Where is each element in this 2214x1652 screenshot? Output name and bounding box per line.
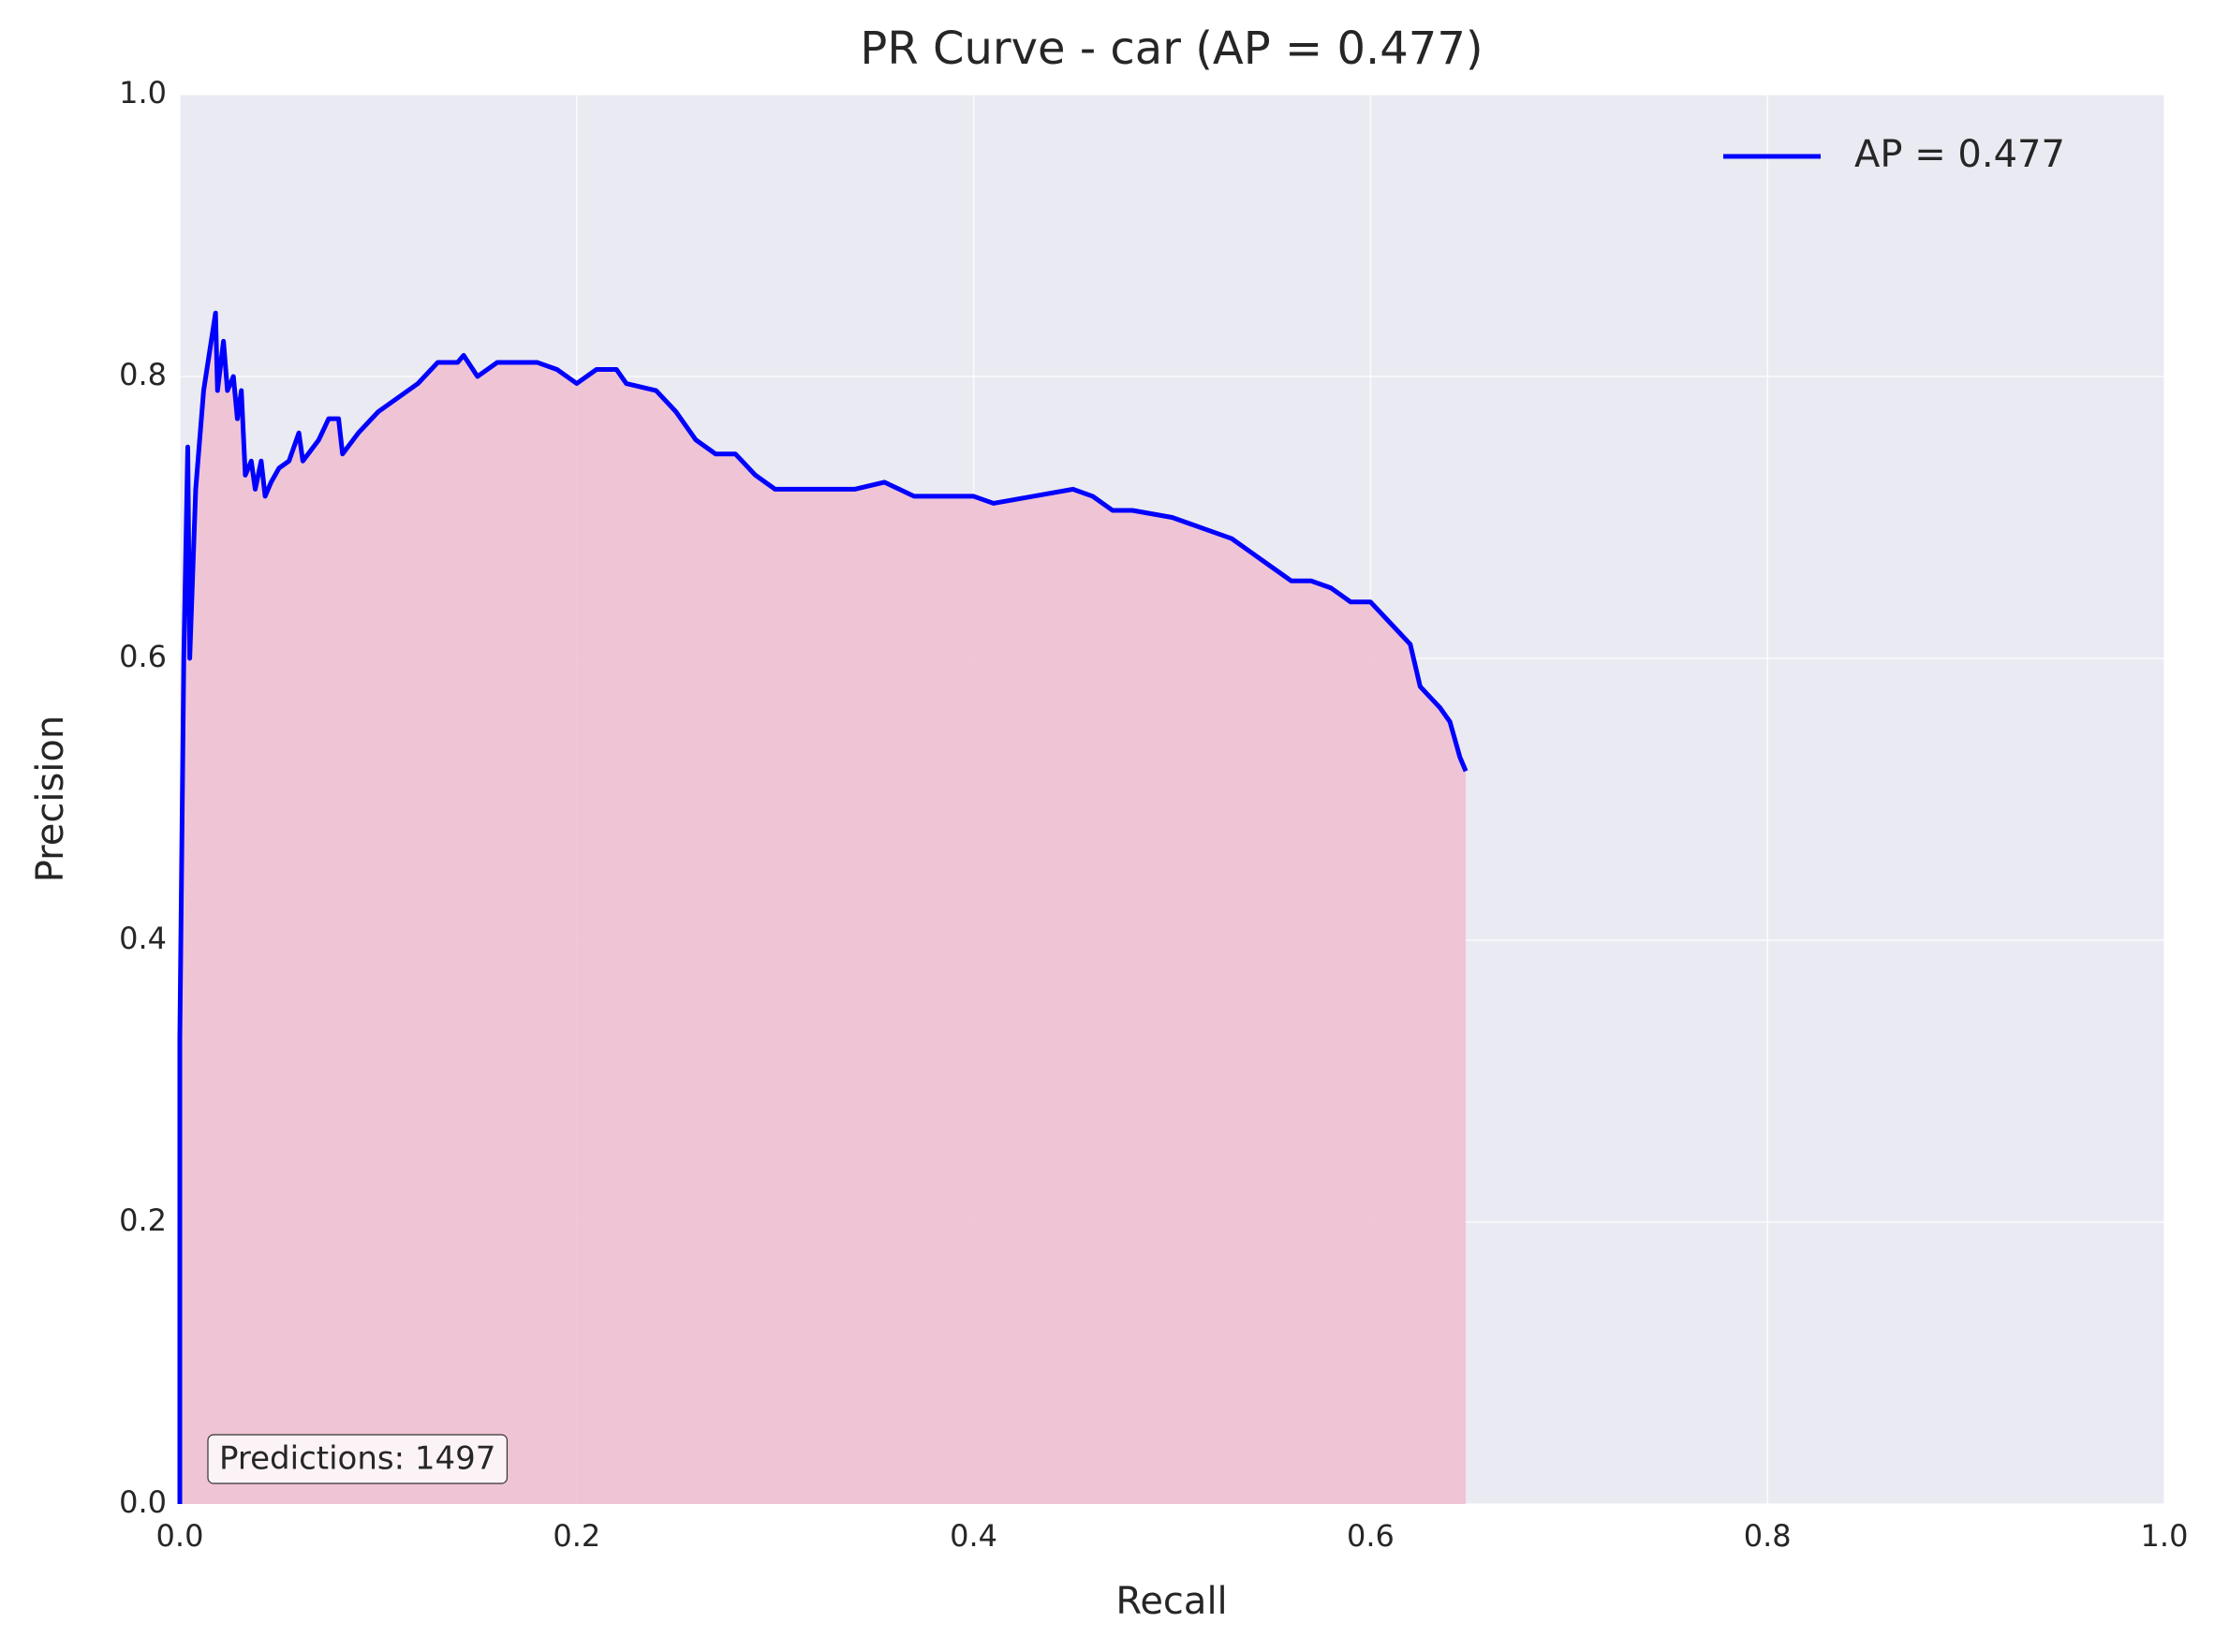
y-tick-label: 0.0 xyxy=(119,1484,167,1520)
y-tick-label: 0.6 xyxy=(119,639,167,674)
pr-line xyxy=(177,310,1469,1504)
x-tick-label: 0.4 xyxy=(950,1518,997,1554)
x-tick-label: 0.6 xyxy=(1347,1518,1395,1554)
x-tick-label: 0.0 xyxy=(156,1518,204,1554)
chart-title: PR Curve - car (AP = 0.477) xyxy=(860,22,1483,75)
annotation-box xyxy=(207,1434,509,1484)
y-tick-label: 0.4 xyxy=(119,921,167,956)
x-tick-label: 1.0 xyxy=(2141,1518,2189,1554)
x-tick-label: 0.2 xyxy=(553,1518,600,1554)
y-tick-label: 1.0 xyxy=(119,75,167,111)
y-axis-label: Precision xyxy=(29,715,72,882)
x-axis-label: Recall xyxy=(1115,1580,1227,1623)
x-tick-label: 0.8 xyxy=(1744,1518,1792,1554)
area-fill xyxy=(180,313,1467,1504)
y-tick-label: 0.2 xyxy=(119,1202,167,1238)
y-tick-label: 0.8 xyxy=(119,357,167,392)
legend-label: AP = 0.477 xyxy=(1854,133,2065,176)
annotation: Predictions: 1497 xyxy=(219,1440,495,1478)
